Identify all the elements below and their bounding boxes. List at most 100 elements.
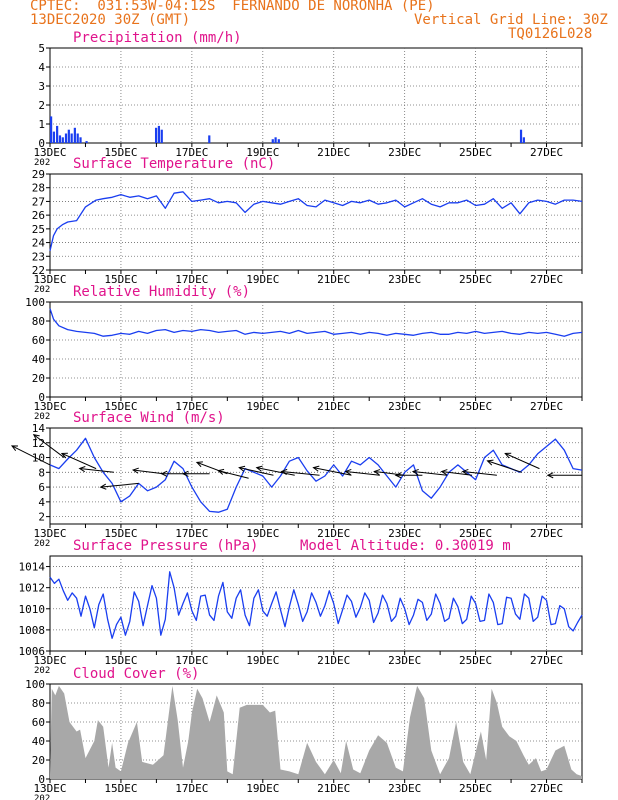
cloud-ytick-label: 20 <box>32 754 45 767</box>
temp-xtick-label: 21DEC <box>317 273 350 286</box>
wind-title: Surface Wind (m/s) <box>73 410 225 426</box>
press-xtick-label: 23DEC <box>388 654 421 667</box>
rh-year-stub: 202 <box>34 412 50 422</box>
temp-xtick-label: 13DEC <box>33 273 66 286</box>
rh-xtick-label: 21DEC <box>317 400 350 413</box>
wind-arrow <box>313 467 352 476</box>
press-ytick-label: 1008 <box>19 624 46 637</box>
station-header: CPTEC: 031:53W-04:12S FERNANDO DE NORONH… <box>30 0 435 14</box>
rh-title: Relative Humidity (%) <box>73 284 250 300</box>
wind-arrow-head <box>160 470 168 477</box>
press-title: Surface Pressure (hPa) <box>73 538 258 554</box>
precip-bar <box>522 137 525 143</box>
wind-arrow <box>281 470 320 476</box>
precip-bar <box>56 125 59 143</box>
wind-arrow-head <box>195 461 203 468</box>
cloud-ytick-label: 40 <box>32 735 45 748</box>
precip-xtick-label: 19DEC <box>246 146 279 159</box>
press-series-line <box>49 571 583 639</box>
press-annotation: Model Altitude: 0.30019 m <box>300 538 511 554</box>
wind-arrow-head <box>546 472 554 479</box>
wind-arrow-head <box>411 468 419 476</box>
precip-title: Precipitation (mm/h) <box>73 30 242 46</box>
wind-arrow-head <box>10 445 19 451</box>
rh-ytick-label: 100 <box>25 296 45 309</box>
vertical-grid-note: Vertical Grid Line: 30Z <box>414 12 608 28</box>
precip-xtick-label: 17DEC <box>175 146 208 159</box>
cloud-ytick-label: 0 <box>38 773 45 786</box>
wind-arrow-head <box>312 465 320 472</box>
cloud-xtick-label: 23DEC <box>388 782 421 795</box>
wind-arrow-head <box>255 465 263 472</box>
press-xtick-label: 27DEC <box>530 654 563 667</box>
wind-arrow-head <box>394 472 402 479</box>
precip-bar <box>52 131 56 143</box>
press-xtick-label: 17DEC <box>175 654 208 667</box>
precip-xtick-label: 13DEC <box>33 146 66 159</box>
precip-ytick-label: 5 <box>38 42 45 55</box>
precip-xtick-label: 27DEC <box>530 146 563 159</box>
wind-arrow-head <box>217 468 225 475</box>
wind-arrow <box>79 468 114 473</box>
wind-xtick-label: 17DEC <box>175 527 208 540</box>
rh-ytick-label: 20 <box>32 372 45 385</box>
precip-bar <box>154 127 158 143</box>
wind-arrow-head <box>78 466 86 473</box>
temp-xtick-label: 23DEC <box>388 273 421 286</box>
precip-bar <box>277 139 280 143</box>
wind-arrow <box>505 452 540 470</box>
wind-year-stub: 202 <box>34 539 50 549</box>
wind-arrow-head <box>461 468 469 476</box>
wind-frame <box>49 427 583 525</box>
rh-xtick-label: 23DEC <box>388 400 421 413</box>
wind-arrow <box>374 470 405 476</box>
precip-xtick-label: 21DEC <box>317 146 350 159</box>
wind-ytick-label: 8 <box>38 466 45 479</box>
wind-arrow-head <box>99 483 107 490</box>
precip-bar <box>50 116 53 143</box>
wind-arrow <box>412 470 448 476</box>
wind-arrow-head <box>32 434 40 441</box>
precip-bar <box>208 135 211 143</box>
wind-arrow-head <box>373 469 381 476</box>
wind-arrow <box>218 470 249 479</box>
wind-ytick-label: 6 <box>38 481 45 494</box>
cloud-ytick-label: 100 <box>25 678 45 691</box>
press-frame <box>49 555 583 652</box>
wind-xtick-label: 21DEC <box>317 527 350 540</box>
wind-ytick-label: 4 <box>38 496 45 509</box>
precip-bar <box>61 137 64 143</box>
run-date-label: 13DEC2020 30Z (GMT) <box>30 12 191 28</box>
wind-arrow <box>256 467 295 476</box>
temp-ytick-label: 24 <box>32 237 46 250</box>
wind-arrow-head <box>238 465 246 472</box>
wind-ytick-label: 12 <box>32 437 45 450</box>
precip-bar <box>70 133 73 143</box>
precip-xtick-label: 25DEC <box>459 146 492 159</box>
wind-arrow <box>462 470 497 476</box>
wind-arrow <box>239 467 274 476</box>
temp-ytick-label: 27 <box>32 195 45 208</box>
cloud-xtick-label: 25DEC <box>459 782 492 795</box>
wind-xtick-label: 25DEC <box>459 527 492 540</box>
wind-arrow <box>33 434 65 458</box>
wind-arrow-head <box>60 452 68 459</box>
precip-ytick-label: 3 <box>38 80 45 93</box>
rh-xtick-label: 19DEC <box>246 400 279 413</box>
press-xtick-label: 15DEC <box>104 654 137 667</box>
temp-ytick-label: 28 <box>32 182 45 195</box>
precip-ytick-label: 0 <box>38 137 45 150</box>
wind-ytick-label: 10 <box>32 452 45 465</box>
cloud-year-stub: 202 <box>34 794 50 800</box>
wind-arrow-head <box>486 459 494 466</box>
cloud-xtick-label: 21DEC <box>317 782 350 795</box>
precip-bar <box>79 137 82 143</box>
temp-xtick-label: 27DEC <box>530 273 563 286</box>
press-ytick-label: 1010 <box>19 603 46 616</box>
precip-bar <box>85 141 88 143</box>
press-xtick-label: 25DEC <box>459 654 492 667</box>
press-xtick-label: 21DEC <box>317 654 350 667</box>
temp-xtick-label: 25DEC <box>459 273 492 286</box>
wind-xtick-label: 13DEC <box>33 527 66 540</box>
